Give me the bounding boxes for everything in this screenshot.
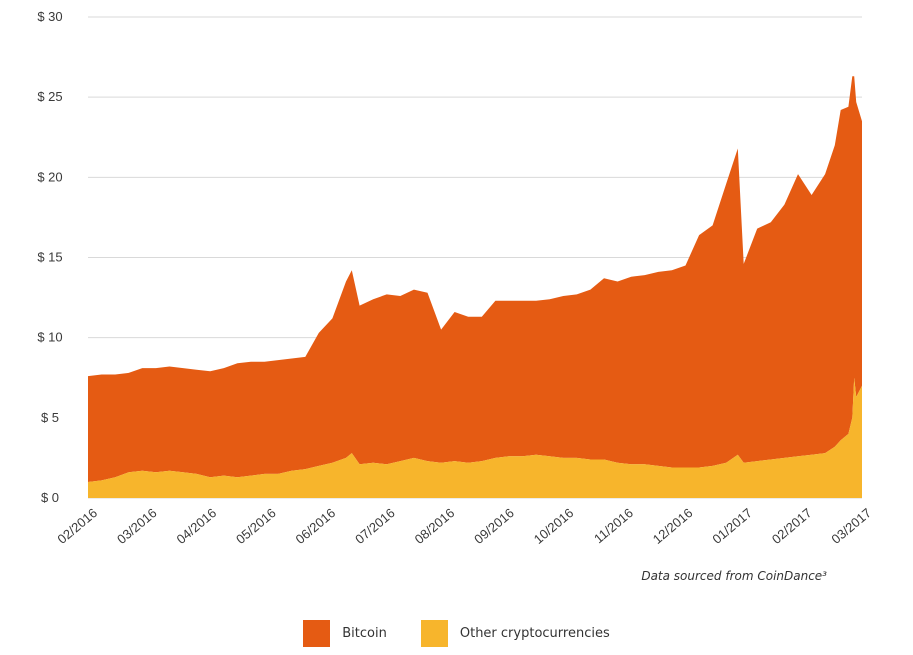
y-tick-label: $ 5: [41, 410, 59, 425]
source-note: Data sourced from CoinDance³: [641, 569, 827, 583]
x-tick-label: 09/2016: [471, 505, 517, 547]
y-tick-label: $ 10: [37, 330, 62, 345]
y-tick-label: $ 0: [41, 490, 59, 505]
legend-item-other-cryptocurrencies: Other cryptocurrencies: [420, 620, 610, 647]
x-tick-label: 02/2016: [54, 505, 100, 547]
x-tick-label: 02/2017: [769, 505, 815, 547]
stacked-area-chart: $ 0 $ 5 $ 10 $ 15 $ 20 $ 25 $ 30 02/2016 03/201…: [37, 9, 874, 547]
x-axis: 02/2016 03/2016 04/2016 05/2016 06/2016 07/20…: [54, 505, 874, 547]
x-tick-label: 06/2016: [293, 505, 339, 547]
y-tick-label: $ 20: [37, 169, 62, 184]
x-tick-label: 03/2017: [828, 505, 874, 547]
legend-label-other-cryptocurrencies: Other cryptocurrencies: [459, 626, 610, 641]
y-tick-label: $ 15: [37, 250, 62, 265]
area-bitcoin: [88, 76, 862, 483]
legend-label-bitcoin: Bitcoin: [342, 626, 387, 641]
area-other-cryptocurrencies: [88, 377, 862, 498]
x-tick-label: 12/2016: [650, 505, 696, 547]
x-tick-label: 11/2016: [591, 505, 636, 546]
x-tick-label: 10/2016: [531, 505, 577, 547]
x-tick-label: 01/2017: [709, 505, 755, 547]
x-tick-label: 04/2016: [174, 505, 220, 547]
x-tick-label: 05/2016: [233, 505, 279, 547]
x-tick-label: 03/2016: [114, 505, 160, 547]
x-tick-label: 08/2016: [412, 505, 458, 547]
y-tick-label: $ 30: [37, 9, 62, 24]
y-axis: $ 0 $ 5 $ 10 $ 15 $ 20 $ 25 $ 30: [37, 9, 62, 505]
legend-swatch-other-cryptocurrencies: [420, 620, 448, 647]
series-areas: [88, 76, 862, 498]
legend: Bitcoin Other cryptocurrencies: [0, 620, 913, 647]
legend-item-bitcoin: Bitcoin: [303, 620, 387, 647]
legend-swatch-bitcoin: [303, 620, 331, 647]
y-tick-label: $ 25: [37, 89, 62, 104]
x-tick-label: 07/2016: [352, 505, 398, 547]
